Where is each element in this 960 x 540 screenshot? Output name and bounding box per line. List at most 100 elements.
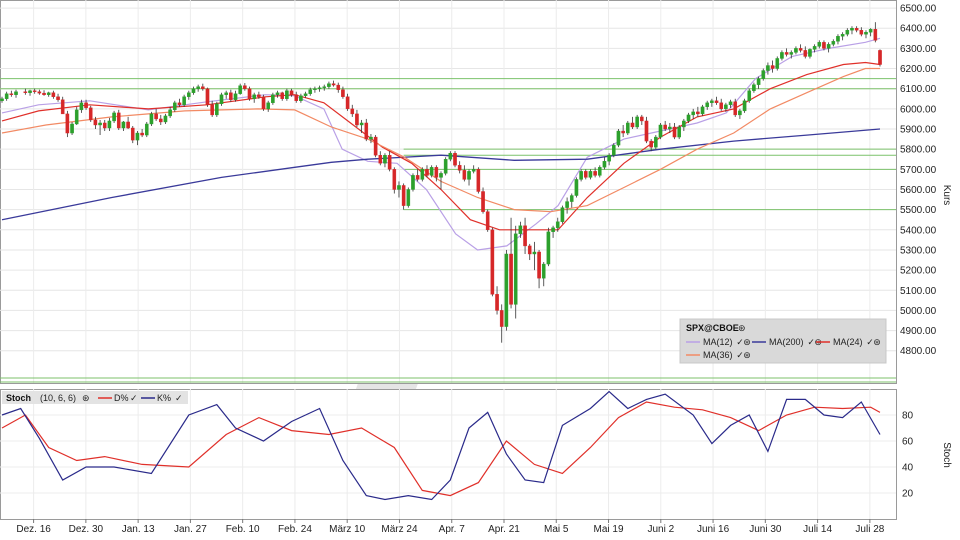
candle-down bbox=[453, 152, 457, 166]
candle-down bbox=[387, 155, 392, 170]
price-tick-label: 5400.00 bbox=[900, 225, 937, 236]
candle-down bbox=[495, 294, 499, 311]
candle-down bbox=[490, 229, 495, 295]
candle-down bbox=[537, 251, 541, 279]
candle-up bbox=[149, 113, 154, 125]
candle-down bbox=[481, 191, 485, 212]
candle-up bbox=[738, 110, 742, 116]
x-tick-label: Juni 30 bbox=[749, 524, 782, 535]
candle-down bbox=[822, 42, 826, 49]
candle-down bbox=[289, 90, 294, 95]
candle-down bbox=[672, 126, 677, 138]
candle-down bbox=[798, 48, 803, 51]
candle-up bbox=[504, 253, 509, 327]
candle-up bbox=[691, 111, 695, 116]
candle-up bbox=[406, 189, 411, 206]
candle-up bbox=[654, 136, 658, 148]
candle-up bbox=[588, 171, 593, 178]
candle-up bbox=[756, 78, 761, 85]
candle-down bbox=[102, 122, 107, 129]
candle-up bbox=[0, 98, 4, 101]
x-tick-label: Feb. 24 bbox=[278, 524, 312, 535]
x-tick-label: Apr. 7 bbox=[439, 524, 466, 535]
price-tick-label: 5600.00 bbox=[900, 185, 937, 196]
candle-up bbox=[467, 171, 471, 180]
candle-down bbox=[593, 171, 597, 176]
candle-up bbox=[864, 32, 868, 35]
candle-down bbox=[401, 185, 406, 206]
legend-title: SPX@CBOE bbox=[686, 323, 739, 333]
candle-down bbox=[499, 310, 504, 327]
candle-down bbox=[621, 130, 625, 134]
candle-down bbox=[415, 175, 420, 180]
candle-up bbox=[112, 112, 116, 122]
candle-down bbox=[140, 132, 144, 136]
candle-up bbox=[513, 233, 518, 305]
candle-up bbox=[420, 169, 425, 180]
candle-down bbox=[42, 92, 46, 95]
x-tick-label: Juli 28 bbox=[855, 524, 884, 535]
candle-up bbox=[266, 102, 271, 110]
candle-up bbox=[836, 36, 840, 42]
candle-down bbox=[630, 122, 635, 128]
candle-down bbox=[154, 113, 158, 120]
candle-up bbox=[728, 101, 733, 106]
check-icon: ✓ bbox=[736, 350, 744, 360]
stoch-axis-label: Stoch bbox=[941, 442, 952, 468]
candle-down bbox=[859, 30, 864, 35]
x-tick-label: März 24 bbox=[381, 524, 418, 535]
candle-down bbox=[434, 167, 439, 178]
candle-up bbox=[812, 46, 817, 50]
candle-down bbox=[350, 108, 355, 115]
candle-up bbox=[579, 171, 583, 180]
candle-down bbox=[116, 112, 121, 129]
price-tick-label: 5900.00 bbox=[900, 125, 937, 136]
check-icon: ✓ bbox=[175, 393, 183, 403]
candle-up bbox=[705, 102, 710, 108]
candle-up bbox=[546, 231, 551, 265]
price-tick-label: 5700.00 bbox=[900, 165, 937, 176]
candle-up bbox=[607, 155, 611, 162]
candle-down bbox=[873, 29, 878, 41]
price-tick-label: 4800.00 bbox=[900, 346, 937, 357]
candle-down bbox=[205, 88, 210, 106]
candle-up bbox=[46, 92, 51, 95]
stoch-line-k bbox=[1, 390, 881, 501]
candle-up bbox=[303, 93, 308, 96]
candle-up bbox=[597, 167, 602, 176]
candle-up bbox=[439, 173, 443, 178]
candle-down bbox=[523, 225, 527, 247]
x-tick-label: Dez. 16 bbox=[16, 524, 51, 535]
candle-up bbox=[850, 28, 854, 31]
candle-up bbox=[616, 130, 621, 146]
candle-down bbox=[88, 107, 93, 121]
candle-down bbox=[476, 169, 481, 192]
x-tick-label: Apr. 21 bbox=[488, 524, 520, 535]
candle-up bbox=[602, 161, 607, 168]
candle-down bbox=[247, 88, 252, 99]
gear-icon: ⊛ bbox=[873, 337, 881, 347]
candle-up bbox=[682, 120, 686, 128]
candle-down bbox=[280, 92, 285, 99]
candle-up bbox=[429, 167, 434, 176]
candle-down bbox=[378, 155, 383, 164]
candle-down bbox=[229, 92, 233, 100]
legend-item-label: MA(200) bbox=[769, 337, 804, 347]
candle-up bbox=[700, 106, 705, 115]
candle-up bbox=[275, 92, 280, 95]
candle-down bbox=[126, 121, 130, 129]
price-tick-label: 5300.00 bbox=[900, 245, 937, 256]
candle-up bbox=[626, 122, 630, 134]
price-tick-label: 6200.00 bbox=[900, 64, 937, 75]
candle-down bbox=[210, 104, 214, 116]
candle-up bbox=[780, 52, 784, 59]
ma-line-ma200 bbox=[1, 128, 881, 221]
candle-up bbox=[808, 49, 812, 57]
candle-up bbox=[168, 109, 172, 117]
candle-up bbox=[285, 90, 289, 99]
stoch-legend-box bbox=[2, 391, 188, 404]
legend-item-label: MA(12) bbox=[703, 337, 733, 347]
candle-up bbox=[359, 122, 364, 126]
candle-down bbox=[294, 94, 299, 101]
